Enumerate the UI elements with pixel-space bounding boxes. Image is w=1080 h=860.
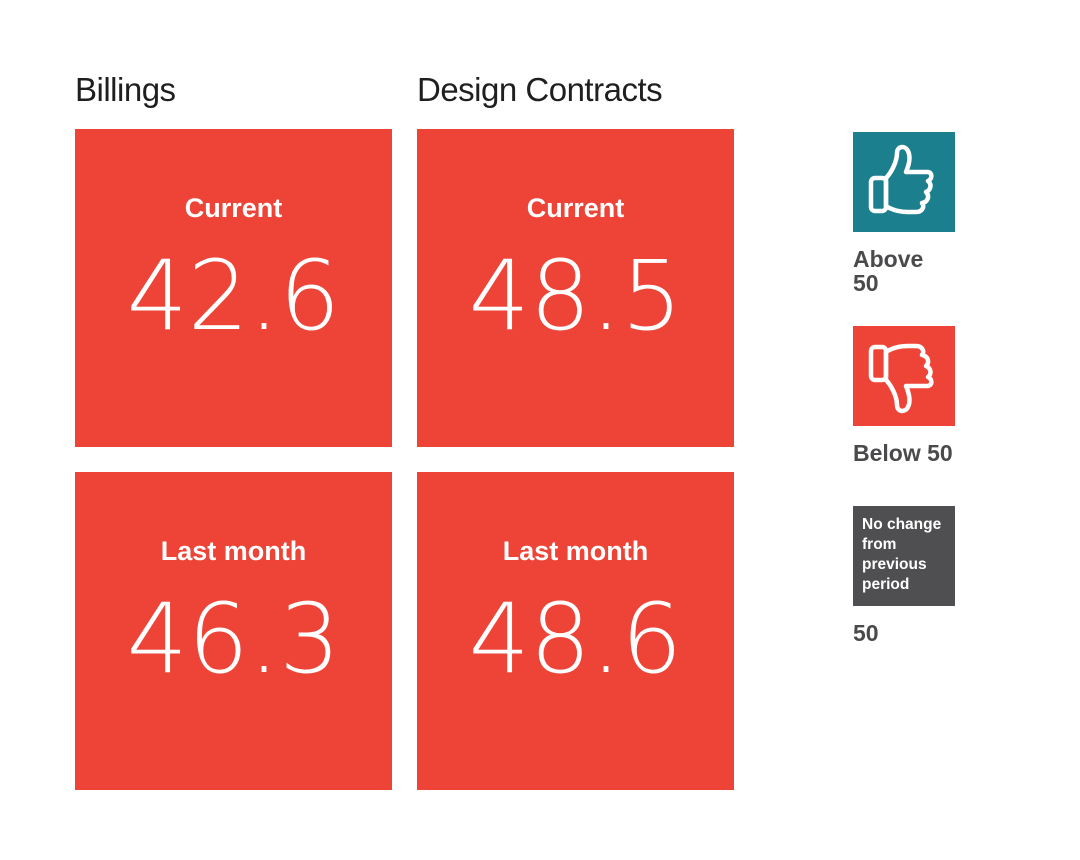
legend-note-text: No change from previous period: [862, 516, 942, 593]
kpi-card-label: Current: [526, 193, 625, 223]
legend-label-below-50: Below 50: [853, 440, 953, 466]
kpi-card-value: 42.6: [126, 240, 341, 352]
kpi-card-design-contracts-current: Current 48.5: [417, 129, 734, 447]
column-billings: Billings Current 42.6 Last month 46.3: [75, 70, 392, 815]
kpi-card-value: 46.3: [126, 583, 341, 695]
legend: Above 50 Below 50 No change from previou…: [853, 132, 955, 645]
kpi-card-value: 48.5: [468, 240, 683, 352]
column-design-contracts: Design Contracts Current 48.5 Last month…: [417, 70, 734, 815]
kpi-card-design-contracts-last-month: Last month 48.6: [417, 472, 734, 790]
column-title-billings: Billings: [75, 71, 176, 108]
legend-label-above-50: Above 50: [853, 246, 924, 296]
column-title-design-contracts: Design Contracts: [417, 71, 663, 108]
thumbs-down-icon: [868, 343, 934, 414]
kpi-card-label: Last month: [160, 536, 307, 566]
kpi-card-billings-current: Current 42.6: [75, 129, 392, 447]
legend-box-no-change: No change from previous period: [853, 506, 955, 606]
legend-box-below-50: [853, 326, 955, 426]
legend-box-above-50: [853, 132, 955, 232]
kpi-card-label: Last month: [502, 536, 649, 566]
kpi-card-value: 48.6: [468, 583, 683, 695]
thumbs-up-icon: [868, 144, 934, 215]
kpi-card-label: Current: [184, 193, 283, 223]
legend-label-50: 50: [853, 620, 879, 646]
kpi-card-billings-last-month: Last month 46.3: [75, 472, 392, 790]
